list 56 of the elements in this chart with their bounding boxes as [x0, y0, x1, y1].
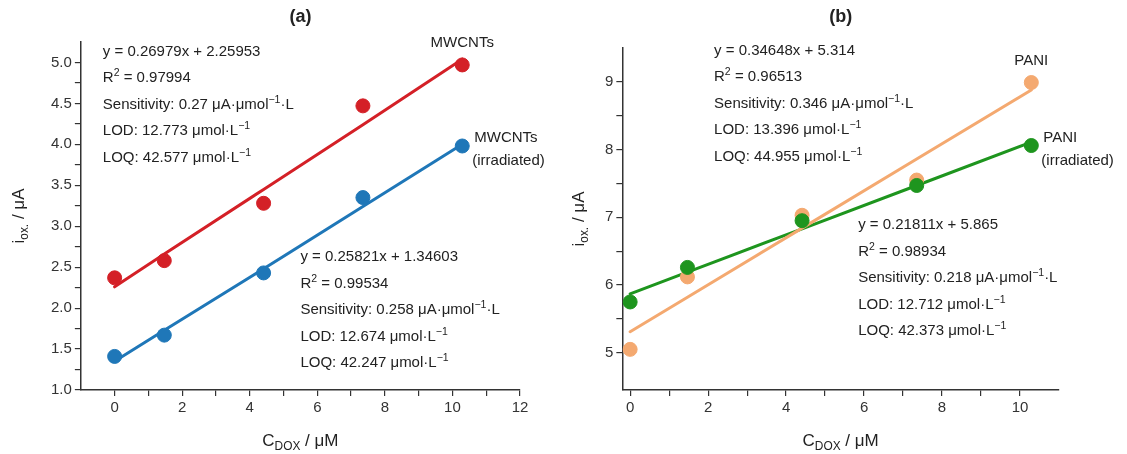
- annotation: y = 0.21811x + 5.865: [858, 215, 998, 233]
- point: [1023, 138, 1039, 154]
- y-tick-label: 4.0: [50, 134, 72, 152]
- y-tick-label: 6: [605, 275, 614, 293]
- y-tick-label: 1.0: [50, 380, 72, 398]
- x-tick-label: 4: [781, 398, 791, 416]
- point: [622, 294, 638, 310]
- chart-title: (b): [829, 6, 853, 26]
- y-tick-label: 8: [605, 139, 614, 157]
- point: [355, 98, 371, 114]
- series-label: MWCNTs: [430, 32, 494, 50]
- x-tick-label: 10: [1011, 398, 1029, 416]
- y-tick-label: 9: [605, 72, 614, 89]
- y-tick-label: 1.5: [50, 339, 72, 357]
- y-tick-label: 5: [605, 342, 614, 360]
- point: [679, 259, 695, 275]
- point: [909, 177, 925, 193]
- x-tick-label: 0: [110, 398, 119, 416]
- y-tick-label: 4.5: [50, 93, 72, 111]
- annotation: y = 0.26979x + 2.25953: [102, 41, 261, 59]
- annotation: y = 0.25821x + 1.34603: [300, 247, 459, 265]
- point: [256, 195, 272, 211]
- x-tick-label: 8: [937, 398, 947, 416]
- x-tick-label: 0: [625, 398, 635, 416]
- y-axis-title: iox. / μA: [569, 190, 592, 247]
- x-tick-label: 8: [380, 398, 390, 416]
- point: [107, 270, 123, 286]
- point: [454, 57, 470, 73]
- x-tick-label: 10: [444, 398, 461, 416]
- series-label: PANI: [1014, 50, 1049, 68]
- point: [622, 341, 638, 357]
- series-label: MWCNTs (irradiated): [472, 127, 545, 168]
- y-tick-label: 2.5: [50, 257, 72, 275]
- point: [256, 265, 272, 281]
- x-tick-label: 6: [313, 398, 322, 416]
- annotation: y = 0.34648x + 5.314: [714, 40, 855, 58]
- x-tick-label: 2: [178, 398, 187, 416]
- x-tick-label: 4: [245, 398, 254, 416]
- y-tick-label: 7: [605, 207, 614, 225]
- y-axis-title: iox. / μA: [9, 187, 32, 244]
- point: [454, 138, 470, 154]
- y-tick-label: 3.0: [50, 216, 72, 234]
- point: [794, 213, 810, 229]
- x-tick-label: 2: [703, 398, 713, 416]
- y-tick-label: 2.0: [50, 298, 72, 316]
- y-tick-label: 5.0: [50, 52, 72, 70]
- x-tick-label: 6: [859, 398, 869, 416]
- y-tick-label: 3.5: [50, 175, 72, 193]
- point: [355, 190, 371, 206]
- point: [156, 327, 172, 343]
- point: [107, 348, 123, 364]
- point: [1023, 75, 1039, 91]
- x-tick-label: 12: [511, 398, 529, 416]
- chart-title: (a): [289, 6, 312, 26]
- series-label: PANI (irradiated): [1041, 127, 1114, 168]
- point: [156, 253, 172, 269]
